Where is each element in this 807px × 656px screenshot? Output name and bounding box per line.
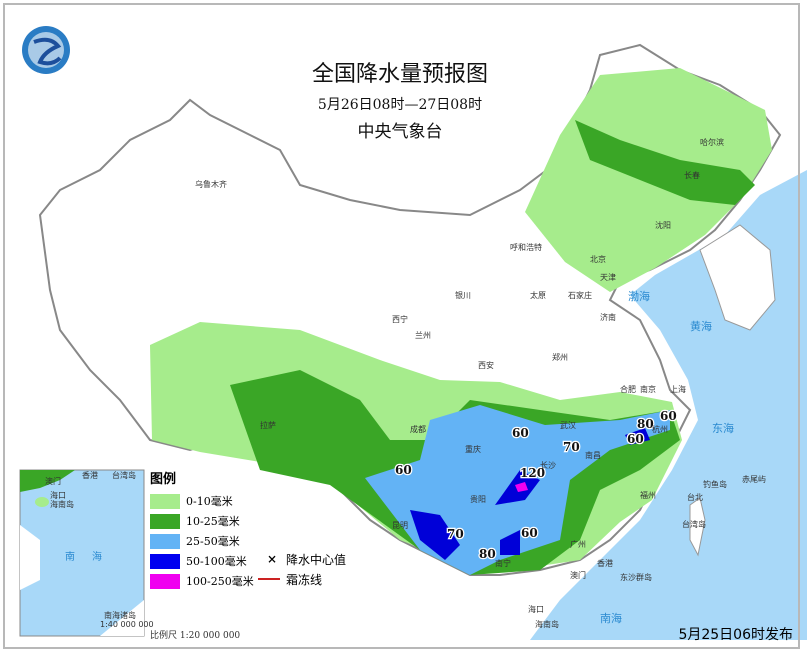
legend-item: 25-50毫米: [150, 531, 254, 551]
rain-50-100-a: [410, 510, 460, 560]
legend-item: 10-25毫米: [150, 511, 254, 531]
svg-text:呼和浩特: 呼和浩特: [510, 242, 542, 252]
svg-text:南宁: 南宁: [495, 558, 511, 568]
inset-map: 香港 台湾岛 澳门 海口 海南岛 南 海 南海诸岛 1:40 000 000: [19, 469, 154, 637]
rain-10-25-ne: [575, 120, 755, 205]
legend-item: 100-250毫米: [150, 571, 254, 591]
frost-line-icon: [258, 578, 280, 580]
svg-text:成都: 成都: [410, 424, 426, 434]
legend: 图例 0-10毫米 10-25毫米 25-50毫米 50-100毫米 100-2…: [150, 468, 254, 591]
rain-50-100-d: [500, 530, 520, 555]
svg-text:香港: 香港: [82, 470, 98, 480]
scale-label: 比例尺 1:20 000 000: [150, 631, 241, 641]
svg-text:重庆: 重庆: [465, 444, 481, 454]
svg-text:1:40 000 000: 1:40 000 000: [100, 620, 154, 629]
issued-time: 5月25日06时发布: [678, 627, 793, 643]
svg-text:石家庄: 石家庄: [568, 290, 592, 300]
rain-center-values: 60 60 70 80 60 120 60 70 80 60: [394, 408, 678, 563]
svg-text:沈阳: 沈阳: [655, 220, 671, 230]
svg-text:海南岛: 海南岛: [50, 499, 74, 509]
rain-center-icon: ×: [266, 552, 278, 566]
rain-center-label: 降水中心值: [286, 552, 347, 567]
svg-text:钓鱼岛: 钓鱼岛: [703, 479, 727, 489]
svg-text:武汉: 武汉: [560, 420, 576, 430]
svg-text:东沙群岛: 东沙群岛: [620, 572, 652, 582]
korean-peninsula: [699, 224, 776, 331]
taiwan-island: [689, 497, 706, 557]
svg-text:南昌: 南昌: [585, 450, 601, 460]
value-label: 60: [512, 426, 529, 440]
svg-text:澳门: 澳门: [570, 570, 586, 580]
map-title: 全国降水量预报图: [311, 62, 488, 87]
value-label: 70: [447, 527, 464, 541]
map-frame: [3, 3, 800, 649]
svg-text:南: 南: [65, 550, 75, 563]
value-label: 120: [520, 466, 545, 480]
legend-item: 50-100毫米: [150, 551, 254, 571]
svg-text:香港: 香港: [597, 558, 613, 568]
svg-text:海口: 海口: [50, 490, 66, 500]
forecast-period: 5月26日08时—27日08时: [317, 97, 483, 113]
svg-text:长春: 长春: [684, 170, 700, 180]
logo: [22, 26, 70, 74]
legend-title: 图例: [150, 472, 177, 487]
value-label: 80: [637, 417, 654, 431]
svg-text:贵阳: 贵阳: [470, 494, 486, 504]
svg-text:西安: 西安: [478, 360, 494, 370]
city-labels: 乌鲁木齐 哈尔滨 长春 沈阳 呼和浩特 北京 天津 银川 太原 石家庄 济南 西…: [195, 137, 766, 629]
svg-text:乌鲁木齐: 乌鲁木齐: [195, 179, 227, 189]
svg-text:海: 海: [92, 550, 102, 563]
sea-labels: 渤海 黄海 东海 南海: [600, 289, 734, 625]
rain-100-250: [515, 482, 528, 492]
frost-line-label: 霜冻线: [286, 572, 323, 587]
value-label: 60: [627, 432, 644, 446]
svg-text:哈尔滨: 哈尔滨: [700, 137, 724, 147]
svg-text:福州: 福州: [640, 491, 656, 500]
rain-50-100-c: [625, 428, 650, 445]
svg-text:南海诸岛: 南海诸岛: [104, 610, 136, 620]
svg-text:济南: 济南: [600, 312, 616, 322]
svg-text:杭州: 杭州: [652, 424, 668, 434]
value-label: 60: [395, 463, 412, 477]
svg-text:银川: 银川: [455, 290, 471, 300]
svg-text:台湾岛: 台湾岛: [112, 470, 136, 480]
svg-text:黄海: 黄海: [690, 319, 712, 333]
svg-text:台北: 台北: [687, 492, 703, 502]
svg-text:拉萨: 拉萨: [260, 420, 276, 430]
value-label: 70: [563, 440, 580, 454]
svg-text:西宁: 西宁: [392, 314, 408, 324]
svg-text:合肥: 合肥: [620, 384, 636, 394]
svg-text:海南岛: 海南岛: [535, 619, 559, 629]
organization: 中央气象台: [357, 122, 443, 142]
svg-text:台湾岛: 台湾岛: [682, 519, 706, 529]
svg-text:上海: 上海: [670, 384, 686, 394]
svg-text:渤海: 渤海: [628, 289, 650, 303]
svg-text:天津: 天津: [600, 272, 616, 282]
svg-text:北京: 北京: [590, 254, 606, 264]
value-label: 60: [521, 526, 538, 540]
svg-text:南京: 南京: [640, 384, 656, 394]
svg-text:南海: 南海: [600, 611, 622, 625]
svg-text:太原: 太原: [530, 290, 546, 300]
svg-text:昆明: 昆明: [392, 521, 408, 530]
value-label: 80: [479, 547, 496, 561]
svg-text:长沙: 长沙: [540, 460, 556, 470]
legend-item: 0-10毫米: [150, 491, 254, 511]
svg-text:澳门: 澳门: [45, 476, 61, 486]
svg-text:赤尾屿: 赤尾屿: [742, 475, 766, 484]
legend-symbols: × 降水中心值 霜冻线: [258, 549, 346, 589]
svg-text:广州: 广州: [570, 539, 586, 549]
svg-text:东海: 东海: [712, 421, 734, 435]
svg-text:海口: 海口: [528, 604, 544, 614]
value-label: 60: [660, 409, 677, 423]
svg-text:郑州: 郑州: [552, 352, 568, 362]
svg-text:兰州: 兰州: [415, 330, 431, 340]
